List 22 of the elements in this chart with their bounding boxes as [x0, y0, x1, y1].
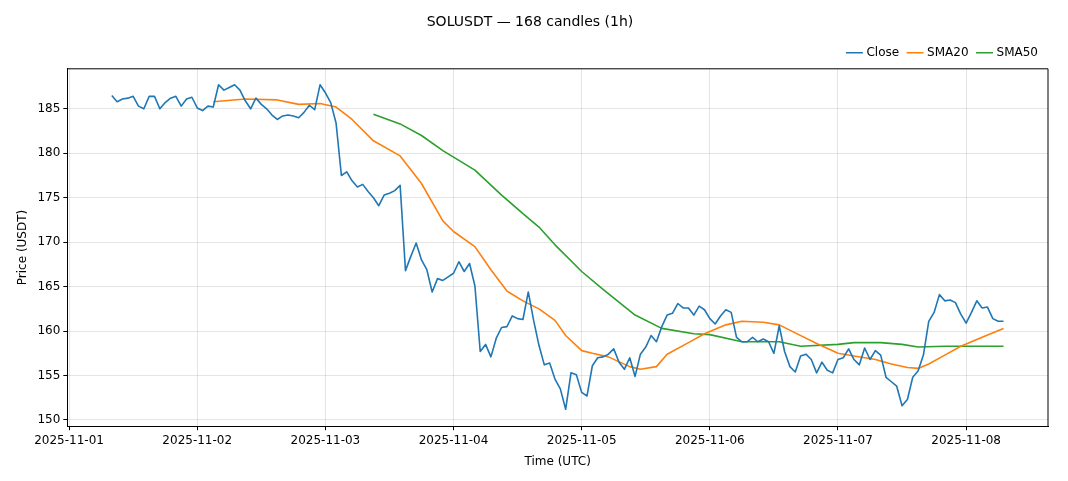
x-tick-label: 2025-11-02 [162, 432, 233, 447]
y-tick-label: 160 [37, 323, 61, 338]
x-axis-title: Time (UTC) [523, 453, 591, 468]
y-tick-label: 175 [37, 189, 61, 204]
x-tick-label: 2025-11-04 [418, 432, 489, 447]
x-tick-label: 2025-11-07 [803, 432, 873, 447]
y-tick-label: 165 [37, 278, 61, 293]
x-tick-label: 2025-11-01 [34, 432, 104, 447]
x-tick-label: 2025-11-03 [290, 432, 361, 447]
y-axis-title: Price (USDT) [15, 209, 30, 286]
y-tick-label: 150 [37, 412, 61, 427]
legend-label: SMA20 [927, 44, 969, 59]
chart-title: SOLUSDT — 168 candles (1h) [426, 13, 634, 30]
y-tick-label: 185 [37, 100, 61, 115]
legend-label: SMA50 [996, 44, 1038, 59]
legend-label: Close [866, 44, 900, 59]
x-tick-label: 2025-11-08 [931, 432, 1001, 447]
y-tick-label: 170 [37, 234, 61, 249]
y-tick-label: 180 [37, 145, 61, 160]
x-tick-label: 2025-11-06 [674, 432, 745, 447]
y-tick-label: 155 [37, 367, 61, 382]
x-tick-label: 2025-11-05 [546, 432, 617, 447]
